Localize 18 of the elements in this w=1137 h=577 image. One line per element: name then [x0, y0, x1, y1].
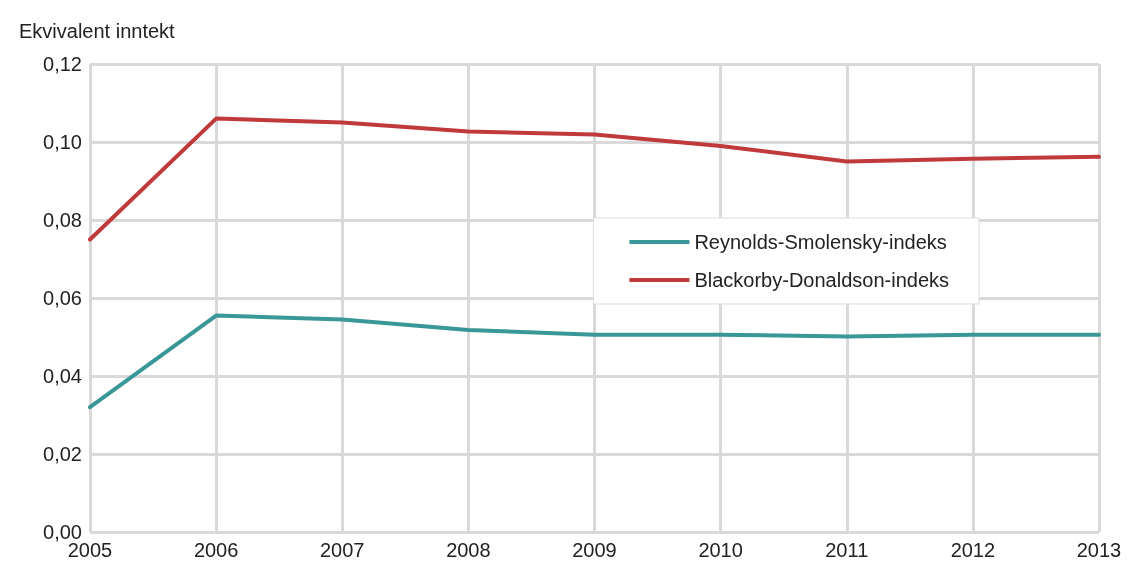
x-tick-label: 2012 — [950, 539, 996, 561]
x-tick-label: 2009 — [572, 539, 617, 561]
x-tick-label: 2010 — [698, 539, 743, 561]
x-tick-label: 2011 — [825, 539, 869, 561]
x-tick-label: 2013 — [1076, 539, 1122, 561]
y-tick-label: 0,02 — [43, 443, 82, 465]
y-axis-title: Ekvivalent inntekt — [19, 20, 176, 42]
legend-label: Reynolds-Smolensky-indeks — [694, 231, 947, 253]
x-tick-label: 2008 — [446, 539, 491, 561]
x-tick-label: 2007 — [320, 539, 365, 561]
y-tick-label: 0,12 — [43, 53, 82, 75]
y-tick-label: 0,08 — [43, 209, 82, 231]
line-series — [88, 313, 1101, 410]
y-tick-label: 0,06 — [43, 287, 82, 309]
y-tick-label: 0,04 — [43, 365, 82, 387]
x-tick-label: 2006 — [193, 539, 239, 561]
y-tick-label: 0,10 — [43, 131, 82, 153]
legend-label: Blackorby-Donaldson-indeks — [694, 269, 950, 291]
